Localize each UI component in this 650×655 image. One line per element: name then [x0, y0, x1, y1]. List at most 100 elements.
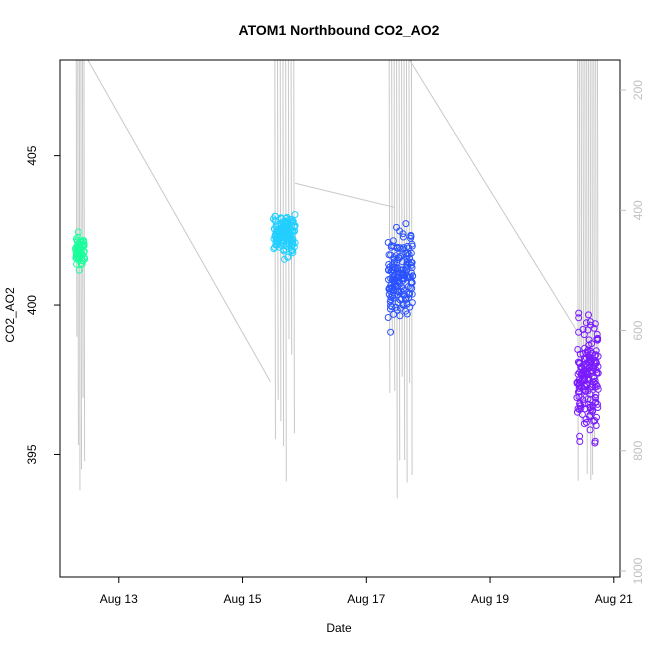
data-point — [387, 328, 395, 336]
data-point — [403, 266, 411, 274]
chart-title: ATOM1 Northbound CO2_AO2 — [239, 22, 440, 38]
data-point — [591, 393, 599, 401]
altitude-traces — [75, 59, 599, 499]
data-point — [591, 320, 599, 328]
altitude-connector — [87, 59, 271, 382]
data-point — [585, 311, 592, 319]
data-point — [409, 272, 416, 280]
altitude-profile — [577, 59, 579, 481]
data-point — [587, 367, 595, 375]
data-point — [580, 382, 588, 390]
data-point — [75, 247, 82, 255]
y-tick-label: 395 — [25, 444, 39, 464]
data-point — [580, 331, 588, 339]
data-point — [592, 351, 600, 359]
data-point — [579, 326, 587, 333]
data-point — [396, 312, 404, 320]
data-point — [582, 349, 590, 356]
data-point — [283, 242, 291, 250]
data-point — [582, 415, 590, 423]
data-point — [591, 417, 599, 425]
data-point — [271, 212, 279, 220]
data-point — [575, 381, 583, 389]
data-point — [584, 326, 592, 334]
data-point — [394, 264, 402, 272]
data-point — [401, 272, 409, 280]
altitude-profile — [406, 59, 408, 483]
data-point — [275, 243, 283, 251]
data-point — [591, 437, 599, 445]
altitude-profile — [596, 59, 599, 388]
altitude-profile — [285, 59, 287, 482]
data-point — [281, 227, 288, 235]
altitude-profile — [80, 59, 83, 470]
data-point — [387, 296, 395, 303]
x-tick-label: Aug 17 — [347, 592, 385, 606]
x-tick-label: Aug 19 — [471, 592, 509, 606]
data-point — [400, 291, 408, 299]
data-point — [575, 314, 583, 322]
data-point — [396, 296, 404, 304]
altitude-profile — [408, 59, 411, 383]
data-point — [403, 310, 411, 318]
data-point — [271, 216, 279, 224]
data-point — [577, 363, 585, 371]
data-point — [388, 261, 396, 269]
y-tick-label: 400 — [25, 295, 39, 315]
y2-tick-label: 800 — [631, 440, 645, 460]
y2-tick-label: 1000 — [631, 557, 645, 584]
data-point — [586, 390, 594, 398]
data-point — [592, 398, 600, 406]
data-point — [591, 399, 599, 407]
data-point — [74, 228, 82, 236]
altitude-profile — [78, 59, 81, 491]
data-point — [574, 370, 582, 378]
data-point — [582, 319, 590, 327]
axes: Aug 13 Aug 15 Aug 17 Aug 19 Aug 21 395 400 405 2… — [25, 59, 645, 606]
data-point — [581, 356, 589, 363]
data-points — [72, 211, 602, 447]
altitude-profile — [290, 59, 293, 355]
data-point — [588, 383, 596, 391]
data-point — [394, 271, 402, 279]
data-point — [74, 233, 82, 241]
altitude-profile — [287, 59, 290, 340]
data-point — [390, 310, 398, 318]
data-point — [287, 246, 295, 253]
altitude-profile — [595, 59, 597, 354]
data-point — [404, 262, 412, 270]
altitude-profile — [584, 59, 586, 356]
data-point — [576, 432, 584, 440]
data-point — [575, 328, 583, 336]
data-point — [272, 237, 280, 245]
data-point — [80, 237, 88, 244]
data-point — [584, 400, 592, 408]
data-point — [390, 287, 398, 295]
altitude-profile — [401, 59, 403, 377]
data-point — [291, 211, 299, 219]
data-point — [385, 251, 393, 259]
data-point — [75, 242, 83, 250]
data-point — [574, 346, 582, 353]
data-point — [575, 393, 583, 401]
altitude-connector — [409, 59, 578, 331]
data-point — [408, 242, 416, 250]
data-point — [399, 233, 407, 241]
data-point — [272, 229, 280, 237]
altitude-profile — [587, 59, 590, 428]
data-point — [399, 230, 407, 238]
data-point — [390, 291, 398, 299]
y2-tick-label: 400 — [631, 200, 645, 220]
data-point — [573, 408, 581, 416]
data-point — [408, 284, 416, 292]
y-axis-label: CO2_AO2 — [3, 287, 17, 343]
data-point — [593, 382, 601, 390]
altitude-profile — [388, 59, 391, 393]
data-point — [407, 231, 415, 239]
data-point — [592, 347, 600, 355]
y2-tick-label: 200 — [631, 80, 645, 100]
data-point — [592, 366, 600, 374]
data-point — [584, 376, 592, 384]
